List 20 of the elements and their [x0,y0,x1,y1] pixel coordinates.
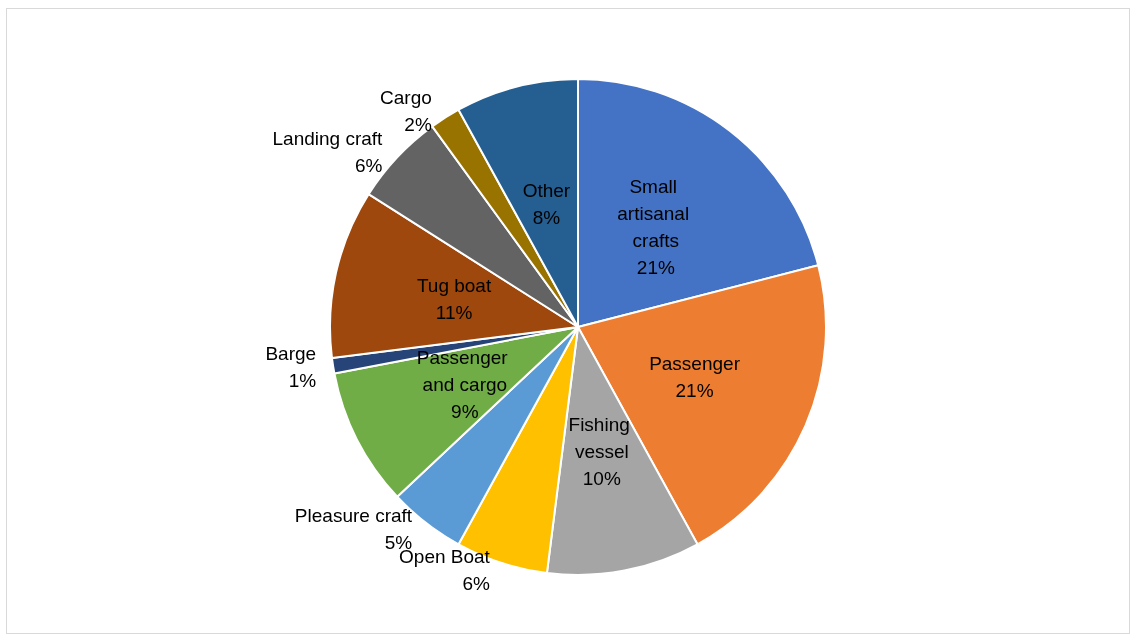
slice-label: Landing craft [272,127,384,149]
slice-label: Passenger [649,353,741,375]
slice-label: Other [522,179,571,201]
data-label: 2% [404,113,432,135]
data-label: 11% [435,302,473,324]
slice-label: Cargo [380,86,432,108]
data-label: 1% [288,370,317,392]
data-label: 9% [451,401,479,423]
slice-label: Fishing vessel [568,414,636,463]
data-label: 21% [636,256,675,278]
slice-label: Passenger and cargo [416,347,513,396]
data-label: 21% [675,380,714,402]
data-label: 6% [354,154,383,176]
slice-label: Small artisanal crafts [617,175,695,251]
slice-label: Tug boat [416,275,492,297]
slice-label: Barge [265,343,317,365]
data-label: 6% [462,573,490,595]
data-label: 8% [532,206,561,228]
slice-label: Pleasure craft [294,505,413,527]
data-label: 10% [582,468,621,490]
